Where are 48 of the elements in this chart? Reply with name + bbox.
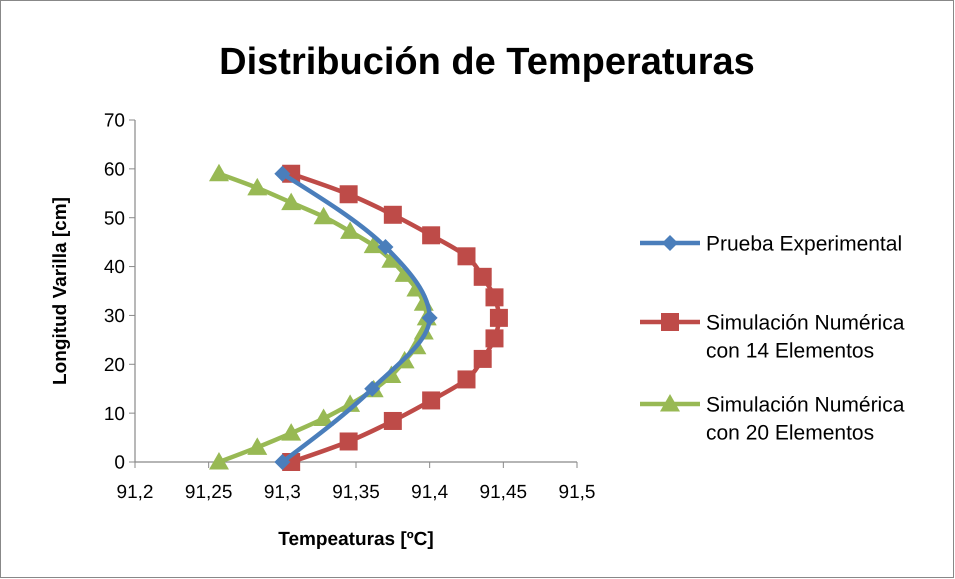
y-tick-label: 70	[104, 110, 125, 132]
point	[364, 380, 380, 397]
point	[474, 268, 492, 286]
x-tick-label: 91,35	[332, 482, 380, 503]
point	[422, 391, 440, 410]
point	[490, 308, 508, 327]
point	[274, 166, 290, 182]
point	[274, 454, 290, 470]
point	[422, 226, 440, 244]
point	[458, 247, 476, 266]
point	[384, 206, 402, 224]
x-tick-label: 91,4	[411, 482, 449, 503]
x-tick-label: 91,45	[480, 482, 528, 503]
y-tick-label: 60	[104, 160, 125, 181]
point	[247, 437, 268, 455]
y-axis-title: Longitud Varilla [cm]	[50, 197, 71, 385]
point	[458, 370, 476, 388]
point	[377, 239, 394, 256]
chart-title: Distribución de Temperaturas	[219, 41, 755, 83]
point	[485, 288, 504, 306]
point	[314, 408, 334, 426]
y-tick-label: 20	[104, 354, 125, 376]
point	[340, 185, 358, 204]
legend-label: Prueba Experimental	[706, 232, 902, 256]
point	[314, 206, 334, 224]
y-tick-label: 30	[104, 306, 125, 328]
x-tick-label: 91,5	[558, 482, 596, 503]
y-tick-label: 50	[104, 208, 125, 230]
x-tick-label: 91,2	[116, 482, 154, 503]
point	[281, 192, 302, 210]
y-tick-label: 10	[104, 404, 125, 425]
point	[340, 432, 358, 450]
legend-label: Simulación Numérica con 20 Elementos	[706, 393, 905, 444]
point	[474, 350, 492, 368]
point	[208, 164, 229, 182]
point	[281, 423, 302, 441]
y-tick-label: 40	[104, 257, 125, 278]
point	[384, 412, 402, 430]
point	[208, 452, 229, 470]
x-tick-label: 91,25	[184, 482, 232, 503]
point	[422, 310, 438, 326]
legend-label: Simulación Numérica con 14 Elementos	[706, 311, 905, 362]
y-tick-label: 0	[114, 452, 125, 474]
point	[247, 178, 268, 196]
point	[485, 329, 504, 348]
point	[340, 221, 360, 239]
x-axis-title: Tempeaturas [ºC]	[278, 529, 434, 550]
x-tick-label: 91,3	[264, 482, 301, 503]
